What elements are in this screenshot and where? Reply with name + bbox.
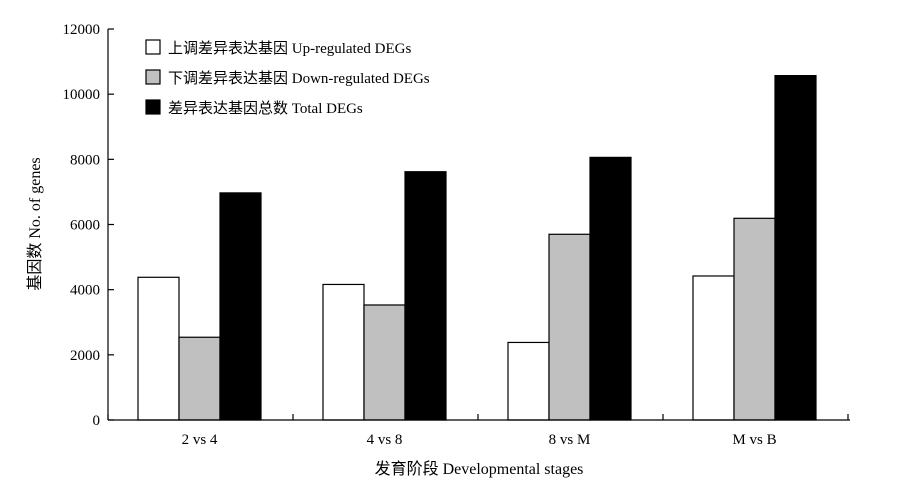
legend-swatch xyxy=(145,69,161,85)
bar xyxy=(219,192,262,421)
bar xyxy=(322,283,365,421)
bar xyxy=(507,341,550,421)
legend-label: 下调差异表达基因 Down-regulated DEGs xyxy=(168,70,430,87)
bar xyxy=(774,74,817,421)
legend: 上调差异表达基因 Up-regulated DEGs 下调差异表达基因 Down-… xyxy=(145,39,430,117)
y-tick-label: 8000 xyxy=(70,152,100,168)
x-tick-label: M vs B xyxy=(732,432,776,448)
x-ticks-layer: 2 vs 4 4 vs 8 8 vs M M vs B xyxy=(107,414,849,448)
bar xyxy=(692,275,735,421)
legend-swatch xyxy=(145,99,161,115)
y-tick-label: 4000 xyxy=(70,283,100,299)
x-tick-label: 8 vs M xyxy=(549,432,591,448)
legend-swatch xyxy=(145,39,161,55)
legend-label: 差异表达基因总数 Total DEGs xyxy=(168,100,363,117)
x-tick-label: 2 vs 4 xyxy=(182,432,218,448)
x-tick-label: 4 vs 8 xyxy=(367,432,403,448)
bars-layer xyxy=(137,74,817,421)
y-tick-label: 10000 xyxy=(63,87,101,103)
bar xyxy=(404,171,447,421)
y-tick-label: 6000 xyxy=(70,218,100,234)
y-axis-title: 基因数 No. of genes xyxy=(26,157,44,290)
bar xyxy=(363,304,406,421)
y-tick-label: 12000 xyxy=(63,22,101,38)
bar xyxy=(137,276,180,421)
legend-label: 上调差异表达基因 Up-regulated DEGs xyxy=(168,40,411,57)
bar xyxy=(548,233,591,421)
y-ticks-layer: 0 2000 4000 6000 8000 10000 12000 xyxy=(63,22,114,429)
bar xyxy=(589,156,632,421)
y-tick-label: 0 xyxy=(93,413,101,429)
bar xyxy=(733,217,776,421)
x-axis-title: 发育阶段 Developmental stages xyxy=(375,460,584,478)
y-tick-label: 2000 xyxy=(70,348,100,364)
bar xyxy=(178,336,221,421)
